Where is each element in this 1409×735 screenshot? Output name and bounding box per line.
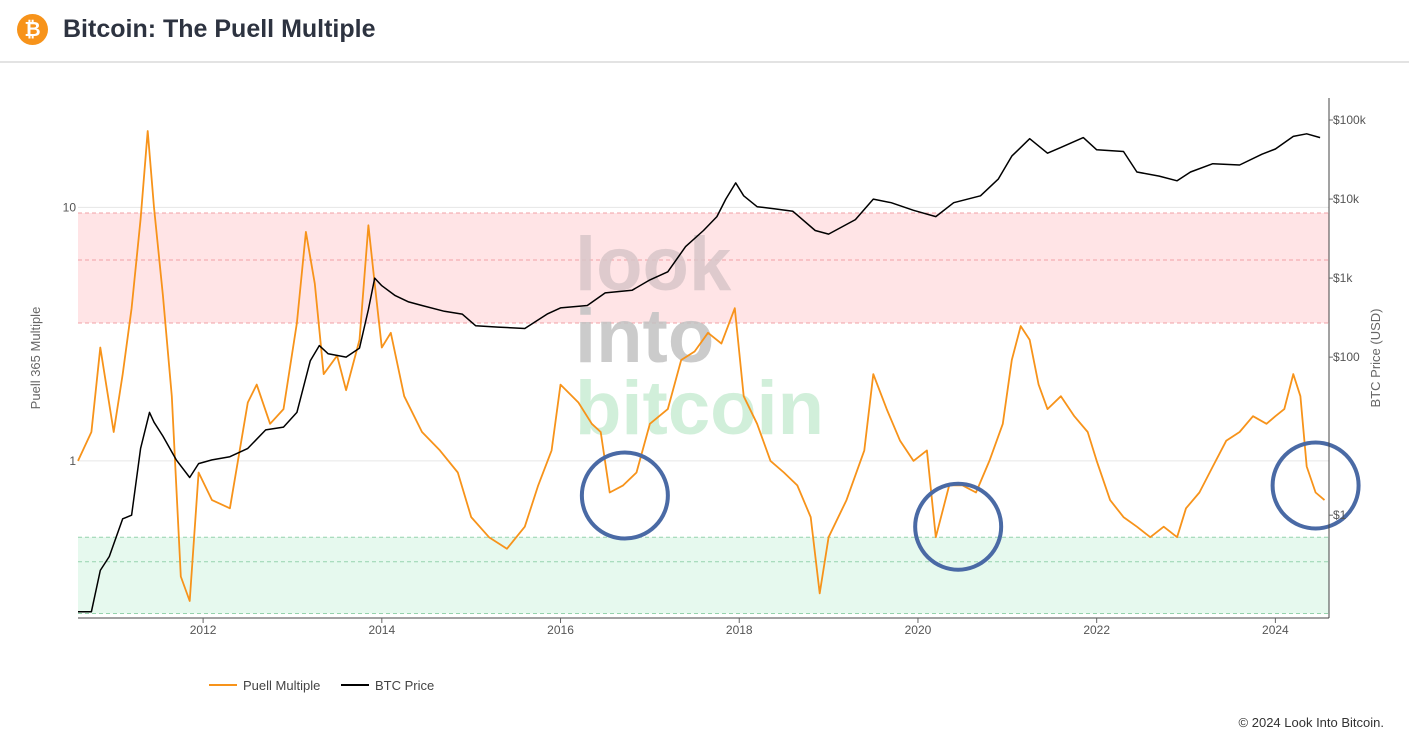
puell-multiple-chart: look into bitcoin 2012 2014 2016 2018 2020 20… xyxy=(28,98,1383,693)
copyright: © 2024 Look Into Bitcoin. xyxy=(1238,715,1384,730)
legend-btc-price[interactable]: BTC Price xyxy=(375,678,434,693)
x-tick-label: 2022 xyxy=(1083,623,1110,637)
chart-axes xyxy=(78,98,1330,619)
bitcoin-logo-icon: ₿ xyxy=(17,14,48,45)
chart-series xyxy=(77,130,1326,613)
right-tick-label: $10k xyxy=(1333,192,1360,206)
right-axis-label: BTC Price (USD) xyxy=(1368,309,1383,408)
right-tick-label: $100 xyxy=(1333,350,1360,364)
watermark: look into bitcoin xyxy=(575,222,824,451)
highlight-circle-2 xyxy=(913,481,1004,572)
x-tick-label: 2016 xyxy=(547,623,574,637)
x-tick-label: 2012 xyxy=(190,623,217,637)
btc-price-line xyxy=(78,133,1321,613)
highlight-circle-1 xyxy=(579,450,670,541)
right-axis-ticks: $100k $10k $1k $100 $1 xyxy=(1329,113,1367,522)
watermark-bitcoin: bitcoin xyxy=(575,366,824,451)
chart-annotations xyxy=(579,440,1361,572)
puell-multiple-line xyxy=(77,130,1326,602)
right-tick-label: $1k xyxy=(1333,271,1353,285)
left-tick-label: 1 xyxy=(69,454,76,468)
watermark-look: look xyxy=(575,222,732,307)
highlight-circle-3 xyxy=(1270,440,1361,531)
x-tick-label: 2024 xyxy=(1262,623,1289,637)
buy-zone xyxy=(78,537,1329,614)
left-axis-ticks: 10 1 xyxy=(63,200,77,468)
x-axis-ticks: 2012 2014 2016 2018 2020 2022 2024 xyxy=(190,618,1289,637)
chart-legend: Puell Multiple BTC Price xyxy=(209,678,434,693)
legend-puell-multiple[interactable]: Puell Multiple xyxy=(243,678,320,693)
left-tick-label: 10 xyxy=(63,200,77,214)
left-axis-label: Puell 365 Multiple xyxy=(28,307,43,410)
x-tick-label: 2020 xyxy=(905,623,932,637)
watermark-into: into xyxy=(575,294,714,379)
chart-grid xyxy=(78,206,1329,462)
right-tick-label: $1 xyxy=(1333,508,1347,522)
right-tick-label: $100k xyxy=(1333,113,1367,127)
x-tick-label: 2018 xyxy=(726,623,753,637)
x-tick-label: 2014 xyxy=(368,623,395,637)
header: ₿ Bitcoin: The Puell Multiple xyxy=(0,0,1409,63)
page-title: Bitcoin: The Puell Multiple xyxy=(63,15,376,43)
